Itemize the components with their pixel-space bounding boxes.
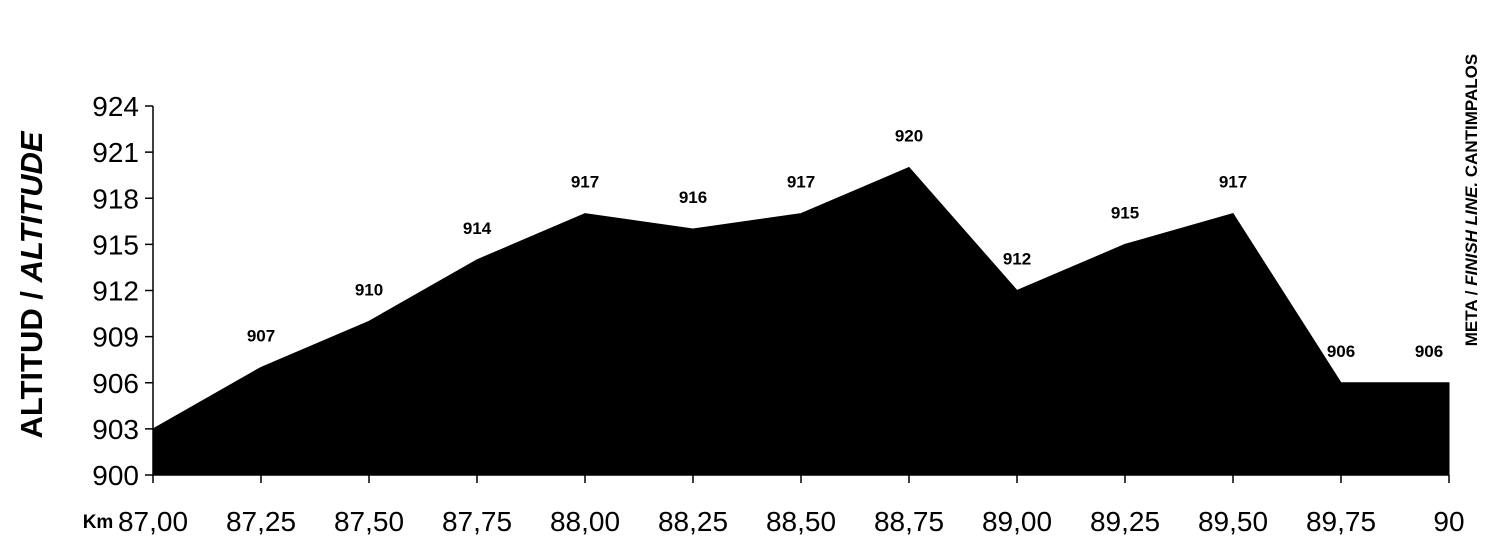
y-axis-label: ALTITUD / ALTITUDE bbox=[14, 130, 49, 438]
y-tick-label: 918 bbox=[92, 183, 139, 214]
axis-layer: 900 903 906 909 912 915 918 921 924 87,00 87,25 87,… bbox=[92, 91, 1464, 537]
x-tick-label: 89,25 bbox=[1090, 506, 1160, 537]
x-tick-label: 88,75 bbox=[874, 506, 944, 537]
y-tick-label: 909 bbox=[92, 322, 139, 353]
x-axis-unit-label: Km bbox=[83, 512, 114, 533]
y-tick-label: 915 bbox=[92, 229, 139, 260]
finish-line-annotation: META / FINISH LINE. CANTIMPALOS bbox=[1462, 54, 1481, 346]
data-label: 910 bbox=[355, 280, 383, 299]
y-tick-label: 912 bbox=[92, 276, 139, 307]
x-tick-label: 89,00 bbox=[982, 506, 1052, 537]
data-label: 917 bbox=[1219, 173, 1247, 192]
x-tick-label: 88,00 bbox=[550, 506, 620, 537]
y-tick-label: 921 bbox=[92, 137, 139, 168]
data-label: 915 bbox=[1111, 203, 1139, 222]
x-tick-label: 88,50 bbox=[766, 506, 836, 537]
y-tick-label: 903 bbox=[92, 414, 139, 445]
data-label: 914 bbox=[463, 219, 492, 238]
y-tick-label: 900 bbox=[92, 460, 139, 491]
x-tick-label: 87,25 bbox=[226, 506, 296, 537]
data-label: 916 bbox=[679, 188, 707, 207]
x-tick-label: 89,50 bbox=[1198, 506, 1268, 537]
data-label: 906 bbox=[1327, 342, 1355, 361]
data-label: 917 bbox=[571, 173, 599, 192]
x-tick-label: 87,00 bbox=[118, 506, 188, 537]
y-tick-label: 906 bbox=[92, 368, 139, 399]
elevation-area-layer bbox=[152, 166, 1450, 476]
data-label-layer: 907 910 914 917 916 917 920 912 915 917 906 906 bbox=[247, 127, 1443, 361]
data-label: 917 bbox=[787, 173, 815, 192]
x-tick-label: 89,75 bbox=[1306, 506, 1376, 537]
data-label: 907 bbox=[247, 326, 275, 345]
x-tick-label: 87,50 bbox=[334, 506, 404, 537]
data-label: 912 bbox=[1003, 250, 1031, 269]
data-label: 920 bbox=[895, 127, 923, 146]
y-tick-label: 924 bbox=[92, 91, 139, 122]
data-label: 906 bbox=[1415, 342, 1443, 361]
x-tick-label: 87,75 bbox=[442, 506, 512, 537]
elevation-area bbox=[152, 166, 1450, 476]
x-tick-label: 88,25 bbox=[658, 506, 728, 537]
x-tick-label: 90 bbox=[1433, 506, 1464, 537]
